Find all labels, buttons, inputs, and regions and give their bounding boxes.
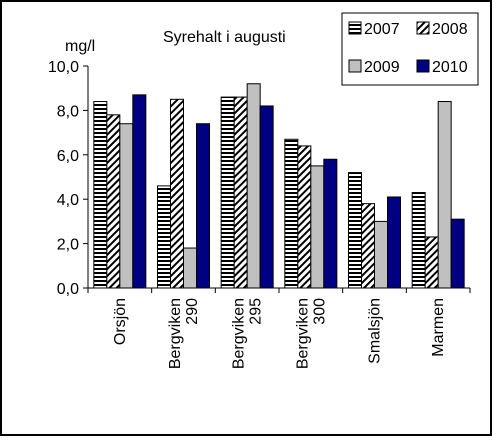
- bar: [119, 123, 134, 289]
- category-label-line: Bergviken: [231, 298, 248, 369]
- legend-swatch: [416, 21, 430, 35]
- bar: [93, 101, 108, 289]
- category-label: Bergviken290: [167, 298, 201, 369]
- bar: [183, 247, 197, 289]
- category-label-line: 295: [248, 298, 265, 325]
- bar: [323, 158, 338, 289]
- bar: [437, 101, 452, 289]
- category-label-line: Bergviken: [294, 298, 311, 369]
- y-tick-label: 0,0: [57, 281, 79, 298]
- bar: [348, 172, 362, 289]
- category-label-line: Orsjön: [112, 298, 129, 345]
- legend-swatch: [348, 59, 362, 73]
- bar: [411, 192, 426, 289]
- category-label: Marmen: [430, 298, 447, 357]
- bar: [132, 94, 147, 289]
- y-axis-unit-label: mg/l: [65, 38, 95, 55]
- bar: [259, 105, 274, 289]
- y-tick-label: 8,0: [57, 103, 79, 120]
- bar: [424, 236, 439, 289]
- bar: [106, 114, 121, 289]
- chart-title: Syrehalt i augusti: [163, 29, 286, 46]
- bar: [310, 165, 325, 289]
- bar: [361, 203, 375, 289]
- category-label: Smalsjön: [367, 298, 384, 364]
- category-label-line: Smalsjön: [367, 298, 384, 364]
- bar: [170, 98, 184, 289]
- y-tick-label: 10,0: [48, 59, 79, 76]
- bar: [374, 220, 388, 289]
- y-tick-label: 6,0: [57, 148, 79, 165]
- category-label: Bergviken300: [294, 298, 328, 369]
- y-tick-label: 4,0: [57, 192, 79, 209]
- category-label-line: 300: [311, 298, 328, 325]
- bar: [233, 96, 248, 289]
- bar: [297, 145, 312, 289]
- legend-box: [341, 12, 479, 86]
- bar: [196, 123, 210, 289]
- bar: [387, 196, 401, 289]
- bar: [157, 185, 171, 289]
- legend-label: 2010: [432, 59, 468, 76]
- category-label: Orsjön: [112, 298, 129, 345]
- legend-label: 2009: [364, 59, 400, 76]
- category-label: Bergviken295: [231, 298, 265, 369]
- bar: [220, 96, 235, 289]
- legend-label: 2008: [432, 21, 468, 38]
- category-label-line: 290: [184, 298, 201, 325]
- category-label-line: Bergviken: [167, 298, 184, 369]
- bar: [246, 83, 261, 289]
- category-label-line: Marmen: [430, 298, 447, 357]
- legend-label: 2007: [364, 21, 400, 38]
- legend-swatch: [416, 59, 430, 73]
- bar: [284, 138, 299, 289]
- legend-swatch: [348, 21, 362, 35]
- bar: [450, 218, 465, 289]
- y-tick-label: 2,0: [57, 237, 79, 254]
